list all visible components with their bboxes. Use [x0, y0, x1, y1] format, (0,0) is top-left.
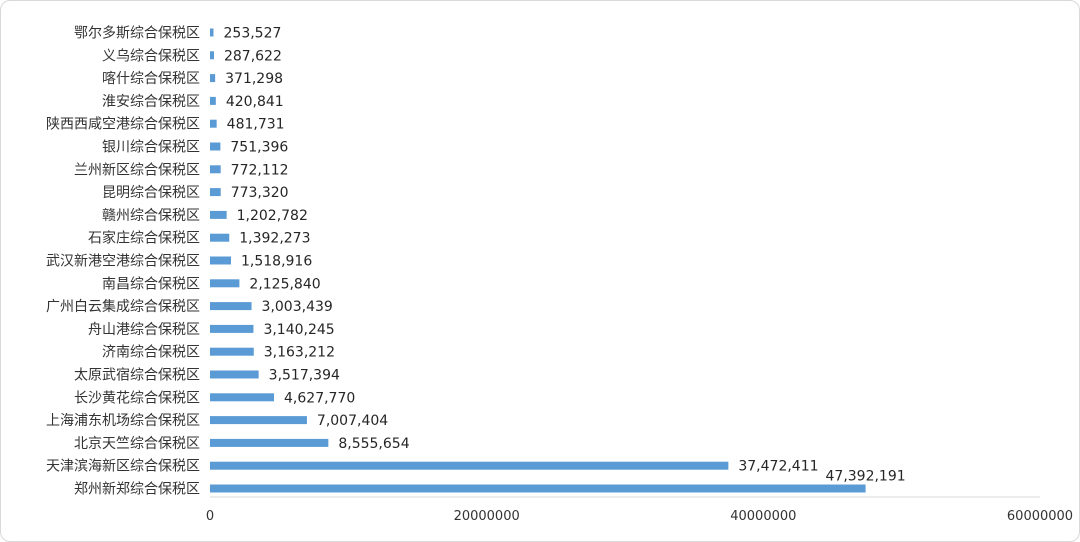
value-label: 481,731 [227, 117, 285, 133]
category-label: 太原武宿综合保税区 [74, 367, 200, 384]
value-label: 3,003,439 [262, 299, 333, 315]
bar [210, 279, 240, 288]
value-label: 8,555,654 [338, 436, 409, 452]
bar [210, 302, 252, 311]
x-tick-label: 20000000 [454, 509, 520, 524]
value-label: 1,518,916 [241, 254, 312, 270]
bar [210, 51, 214, 60]
bar [210, 393, 275, 402]
bar [210, 74, 216, 83]
value-label: 47,392,191 [826, 469, 906, 485]
category-label: 天津滨海新区综合保税区 [46, 459, 200, 475]
labels-layer: 鄂尔多斯综合保税区 253,527 义乌综合保税区 287,622 喀什综合保税区 371… [46, 25, 906, 498]
bars-layer [210, 28, 866, 493]
bar [210, 188, 221, 197]
category-label: 郑州新郑综合保税区 [74, 482, 200, 498]
bar [210, 28, 214, 37]
bar [210, 256, 232, 265]
category-label: 鄂尔多斯综合保税区 [74, 25, 200, 42]
category-label: 义乌综合保税区 [102, 48, 200, 64]
value-label: 4,627,770 [284, 390, 355, 406]
bar [210, 438, 329, 447]
bar [210, 142, 221, 151]
bar [210, 165, 221, 174]
x-axis-ticks: 0 20000000 40000000 60000000 [206, 509, 1073, 524]
bar [210, 370, 259, 379]
bar [210, 461, 729, 470]
value-label: 2,125,840 [249, 276, 320, 292]
value-label: 3,140,245 [263, 322, 334, 338]
bar [210, 119, 217, 128]
category-label: 石家庄综合保税区 [88, 230, 200, 247]
bar [210, 210, 227, 219]
bar [210, 324, 254, 333]
category-label: 兰州新区综合保税区 [74, 162, 200, 178]
value-label: 1,392,273 [239, 231, 310, 247]
value-label: 420,841 [226, 94, 284, 110]
value-label: 7,007,404 [317, 413, 388, 429]
x-tick-label: 40000000 [730, 509, 796, 524]
category-label: 北京天竺综合保税区 [74, 436, 200, 452]
value-label: 772,112 [231, 162, 289, 178]
category-label: 广州白云集成综合保税区 [46, 298, 200, 315]
x-tick-label: 60000000 [1007, 509, 1073, 524]
category-label: 赣州综合保税区 [102, 208, 200, 224]
category-label: 南昌综合保税区 [102, 276, 200, 292]
bar [210, 96, 216, 105]
category-label: 武汉新港空港综合保税区 [46, 254, 200, 270]
value-label: 751,396 [230, 140, 288, 156]
category-label: 济南综合保税区 [102, 345, 200, 361]
bar [210, 484, 866, 493]
bar [210, 233, 230, 242]
value-label: 287,622 [224, 48, 282, 64]
category-label: 喀什综合保税区 [102, 71, 200, 87]
value-label: 371,298 [225, 71, 283, 87]
category-label: 昆明综合保税区 [102, 185, 200, 201]
bar [210, 416, 307, 425]
x-tick-label: 0 [206, 509, 214, 524]
value-label: 773,320 [231, 185, 289, 201]
category-label: 上海浦东机场综合保税区 [46, 413, 200, 429]
category-label: 银川综合保税区 [102, 140, 200, 156]
category-label: 舟山港综合保税区 [88, 322, 200, 338]
value-label: 3,517,394 [269, 368, 340, 384]
bar [210, 347, 254, 356]
value-label: 3,163,212 [264, 345, 335, 361]
value-label: 1,202,782 [237, 208, 308, 224]
category-label: 淮安综合保税区 [102, 94, 200, 110]
category-label: 长沙黄花综合保税区 [74, 389, 200, 406]
category-label: 陕西西咸空港综合保税区 [46, 117, 200, 133]
value-label: 253,527 [224, 26, 282, 42]
value-label: 37,472,411 [738, 459, 818, 475]
